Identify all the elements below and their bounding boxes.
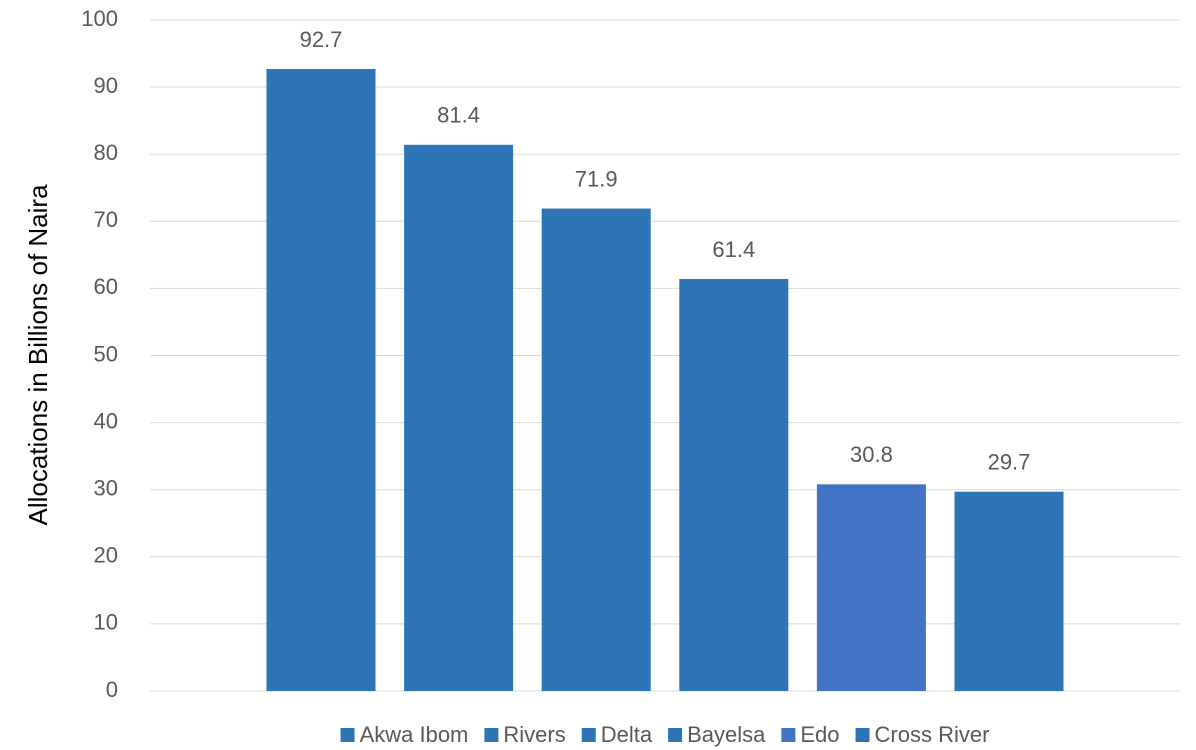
bar xyxy=(816,484,926,691)
data-label: 81.4 xyxy=(437,103,480,128)
y-tick-label: 90 xyxy=(94,73,118,98)
bar xyxy=(541,208,651,691)
y-tick-label: 20 xyxy=(94,543,118,568)
bar xyxy=(404,144,514,691)
data-label: 30.8 xyxy=(850,442,893,467)
legend-swatch xyxy=(781,728,796,742)
y-tick-label: 10 xyxy=(94,610,118,635)
legend-label: Cross River xyxy=(875,722,990,747)
bar xyxy=(954,491,1064,691)
y-axis-title: Allocations in Billions of Naira xyxy=(23,184,53,526)
legend-label: Rivers xyxy=(503,722,565,747)
y-tick-label: 30 xyxy=(94,476,118,501)
legend-swatch xyxy=(855,728,870,742)
bar xyxy=(266,68,376,691)
legend-label: Akwa Ibom xyxy=(360,722,469,747)
legend-label: Bayelsa xyxy=(687,722,766,747)
y-tick-label: 0 xyxy=(106,677,118,702)
data-label: 61.4 xyxy=(712,237,755,262)
y-tick-label: 50 xyxy=(94,341,118,366)
data-label: 71.9 xyxy=(575,166,618,191)
y-tick-label: 40 xyxy=(94,408,118,433)
data-label: 29.7 xyxy=(988,450,1031,475)
legend-label: Edo xyxy=(800,722,839,747)
y-tick-label: 100 xyxy=(81,6,118,31)
legend-swatch xyxy=(581,728,596,742)
legend-swatch xyxy=(668,728,683,742)
y-tick-label: 80 xyxy=(94,140,118,165)
data-label: 92.7 xyxy=(300,27,343,52)
legend-swatch xyxy=(340,728,355,742)
y-tick-label: 60 xyxy=(94,274,118,299)
legend: Akwa Ibom Rivers Delta Bayelsa Edo Cross Rive… xyxy=(340,722,990,747)
legend-swatch xyxy=(484,728,499,742)
y-tick-label: 70 xyxy=(94,207,118,232)
bar xyxy=(679,279,789,691)
legend-label: Delta xyxy=(601,722,653,747)
